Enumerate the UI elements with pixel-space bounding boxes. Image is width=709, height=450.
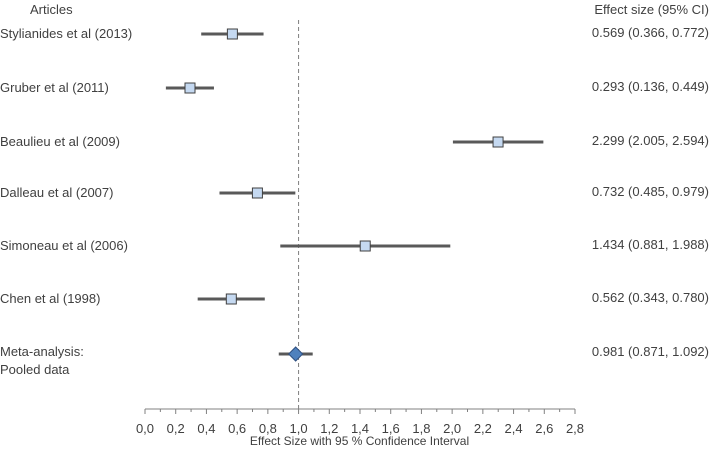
x-tick-label: 1,0 bbox=[290, 421, 308, 436]
study-label: Simoneau et al (2006) bbox=[0, 238, 128, 253]
point-estimate-marker bbox=[251, 187, 263, 199]
x-tick-label: 1,4 bbox=[351, 421, 369, 436]
pooled-diamond bbox=[287, 346, 304, 362]
study-effect-text: 0.562 (0.343, 0.780) bbox=[591, 290, 709, 305]
study-effect-text: 0.293 (0.136, 0.449) bbox=[591, 79, 709, 94]
study-label: Chen et al (1998) bbox=[0, 291, 101, 306]
study-effect-text: 2.299 (2.005, 2.594) bbox=[591, 133, 709, 148]
x-tick-label: 2,8 bbox=[566, 421, 584, 436]
point-estimate-marker bbox=[226, 28, 238, 40]
x-tick-label: 0,4 bbox=[197, 421, 215, 436]
pooled-label-line2: Pooled data bbox=[0, 362, 70, 377]
x-tick-label: 1,8 bbox=[412, 421, 430, 436]
x-tick-label: 0,8 bbox=[259, 421, 277, 436]
study-effect-text: 0.569 (0.366, 0.772) bbox=[591, 25, 709, 40]
x-tick-label: 2,0 bbox=[443, 421, 461, 436]
articles-header: Articles bbox=[30, 2, 73, 17]
point-estimate-marker bbox=[492, 136, 504, 148]
study-label: Beaulieu et al (2009) bbox=[0, 134, 120, 149]
x-axis-label: Effect Size with 95 % Confidence Interva… bbox=[249, 434, 470, 448]
pooled-effect-text: 0.981 (0.871, 1.092) bbox=[591, 344, 709, 359]
study-label: Stylianides et al (2013) bbox=[0, 26, 133, 41]
x-tick-label: 0,2 bbox=[167, 421, 185, 436]
x-tick-label: 0,6 bbox=[228, 421, 246, 436]
effect-size-header: Effect size (95% CI) bbox=[594, 2, 709, 17]
study-label: Dalleau et al (2007) bbox=[0, 185, 114, 200]
point-estimate-marker bbox=[225, 293, 237, 305]
study-effect-text: 0.732 (0.485, 0.979) bbox=[591, 184, 709, 199]
x-tick-label: 1,6 bbox=[382, 421, 400, 436]
x-tick-label: 0,0 bbox=[136, 421, 154, 436]
point-estimate-marker bbox=[184, 82, 196, 94]
pooled-label-line1: Meta-analysis: bbox=[0, 344, 84, 359]
x-tick-label: 2,4 bbox=[505, 421, 523, 436]
study-label: Gruber et al (2011) bbox=[0, 80, 109, 95]
study-effect-text: 1.434 (0.881, 1.988) bbox=[591, 237, 709, 252]
x-tick-label: 1,2 bbox=[320, 421, 338, 436]
x-tick-label: 2,6 bbox=[535, 421, 553, 436]
point-estimate-marker bbox=[359, 240, 371, 252]
x-tick-label: 2,2 bbox=[474, 421, 492, 436]
